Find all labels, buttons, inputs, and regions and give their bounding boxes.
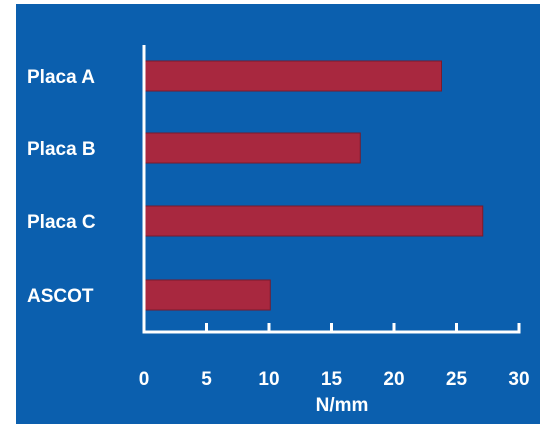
x-axis-title: N/mm [316, 395, 369, 416]
category-label-placa-a: Placa A [27, 67, 95, 88]
x-ticks [142, 323, 521, 332]
category-label-placa-b: Placa B [27, 139, 96, 160]
x-tick-label-5: 5 [201, 369, 212, 390]
x-tick-label-30: 30 [508, 369, 529, 390]
category-label-ascot: ASCOT [27, 286, 94, 307]
bar-placa-b [143, 132, 361, 164]
bar-placa-a [143, 60, 442, 92]
category-label-placa-c: Placa C [27, 212, 96, 233]
bars-group [143, 60, 484, 311]
x-tick-labels: 0 5 10 15 20 25 30 [139, 369, 530, 390]
bar-ascot [143, 279, 271, 311]
x-tick-label-10: 10 [258, 369, 279, 390]
x-tick-label-15: 15 [321, 369, 343, 390]
bar-placa-c [143, 205, 484, 237]
x-tick-label-20: 20 [383, 369, 404, 390]
x-tick-label-0: 0 [139, 369, 150, 390]
category-labels: Placa A Placa B Placa C ASCOT [27, 67, 96, 307]
x-tick-label-25: 25 [446, 369, 468, 390]
